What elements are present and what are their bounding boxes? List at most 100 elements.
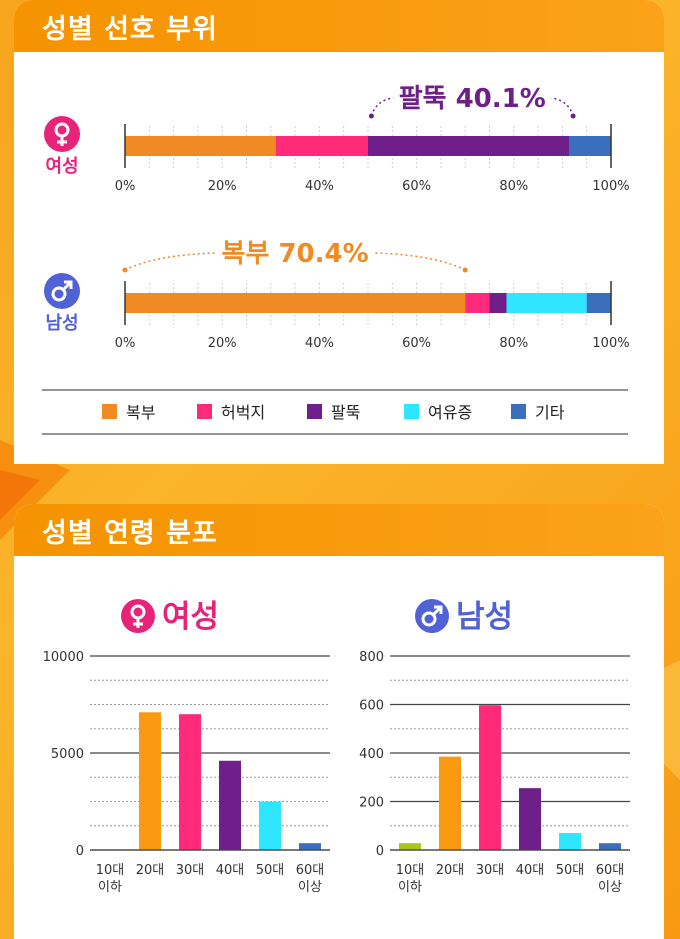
x-tick-label: 60대 [296,863,325,878]
bar-40대 [519,788,541,850]
legend-swatch [307,404,322,419]
legend-swatch [197,404,212,419]
x-tick-label: 60대 [596,863,625,878]
bar-20대 [439,756,461,850]
legend-label: 팔뚝 [331,403,360,422]
female-label: 여성 [45,156,78,177]
x-tick-label: 50대 [556,863,585,878]
x-tick-label: 30대 [176,863,205,878]
callout-line-right [375,252,466,271]
male-symbol-ring [421,611,437,627]
bar-segment-복부 [125,293,466,313]
x-tick-label: 50대 [256,863,285,878]
bar-30대 [479,705,501,850]
bar-segment-팔뚝 [489,293,507,313]
legend-swatch [404,404,419,419]
x-tick-label: 80% [499,179,528,194]
x-tick-label: 80% [499,336,528,351]
x-tick-label: 30대 [476,863,505,878]
male-callout: 복부 70.4% [222,239,369,269]
female-callout: 팔뚝 40.1% [399,84,546,114]
bar-segment-기타 [586,293,611,313]
female-bar-group: 여성 0% 20% 40% 60% 80% 100% 팔뚝 40.1% [44,84,630,194]
legend-swatch [102,404,117,419]
male-label: 남성 [45,313,78,334]
x-tick-label: 100% [592,179,629,194]
y-tick-label: 800 [359,650,384,665]
y-tick-label: 600 [359,699,384,714]
legend-swatch [511,404,526,419]
male-symbol-arrow-head [434,605,443,614]
callout-dot [570,113,576,119]
x-tick-label: 40대 [516,863,545,878]
male-symbol-arrow-shaft [431,606,442,617]
x-tick-label: 100% [592,336,629,351]
male-symbol-arrow-head [64,280,73,289]
x-tick-label: 40% [305,179,334,194]
y-tick-label: 0 [376,844,384,859]
bar-60대이상 [299,843,321,850]
x-tick-label: 20% [208,336,237,351]
bar-50대 [259,801,281,850]
male-symbol-arrow-shaft [61,281,72,292]
bar-50대 [559,833,581,850]
y-tick-label: 400 [359,747,384,762]
y-tick-label: 0 [76,844,84,859]
x-tick-label: 20% [208,179,237,194]
callout-dot [368,113,374,119]
preferred-area-chart: 여성 0% 20% 40% 60% 80% 100% 팔뚝 40.1% 남성 0% 20% 40% 60… [42,84,630,435]
legend-label: 복부 [126,403,155,422]
male-symbol-icon [44,273,80,309]
x-tick-label: 60% [402,336,431,351]
callout-line-left [124,252,216,271]
male-bar-group: 남성 0% 20% 40% 60% 80% 100% 복부 70.4% [44,239,630,351]
section-title: 성별 연령 분포 [14,504,664,556]
male-symbol-ring [51,286,67,302]
bar-30대 [179,714,201,850]
male-symbol-icon [415,599,449,633]
callout-line-right [550,97,574,117]
section-title: 성별 선호 부위 [14,0,664,52]
bar-segment-허벅지 [275,136,368,156]
callout-dot [462,267,468,273]
x-tick-label: 10대 [396,863,425,878]
x-tick-label: 40대 [216,863,245,878]
y-tick-label: 200 [359,796,384,811]
callout-dot [122,267,128,273]
callout-line-left [370,97,394,117]
chart-title: 남성 [456,599,513,635]
legend-label: 기타 [535,403,565,422]
bar-10대이하 [399,843,421,850]
bar-segment-허벅지 [465,293,490,313]
bar-segment-여유증 [506,293,587,313]
x-tick-label: 이하 [398,880,422,895]
x-tick-label: 60% [402,179,431,194]
bar-segment-복부 [125,136,276,156]
female-symbol-icon [44,116,80,152]
x-tick-label: 40% [305,336,334,351]
x-tick-label: 0% [115,179,136,194]
preferred-area-card: 성별 선호 부위 여성 0% 20% 40% 60% 80% 100% 팔뚝 40.1% 남성 0… [14,0,664,464]
bar-60대이상 [599,843,621,850]
bar-40대 [219,760,241,850]
bar-segment-팔뚝 [368,136,570,156]
x-tick-label: 0% [115,336,136,351]
x-tick-label: 이상 [598,880,622,895]
x-tick-label: 이상 [298,880,322,895]
legend-label: 허벅지 [221,403,265,422]
bar-segment-기타 [569,136,611,156]
x-tick-label: 이하 [98,880,122,895]
y-tick-label: 5000 [51,747,84,762]
legend: 복부 허벅지 팔뚝 여유증 기타 [42,389,628,435]
bar-20대 [139,712,161,850]
y-tick-label: 10000 [43,650,84,665]
x-tick-label: 20대 [436,863,465,878]
x-tick-label: 10대 [96,863,125,878]
x-tick-label: 20대 [136,863,165,878]
chart-title: 여성 [162,599,219,635]
legend-label: 여유증 [428,403,472,422]
